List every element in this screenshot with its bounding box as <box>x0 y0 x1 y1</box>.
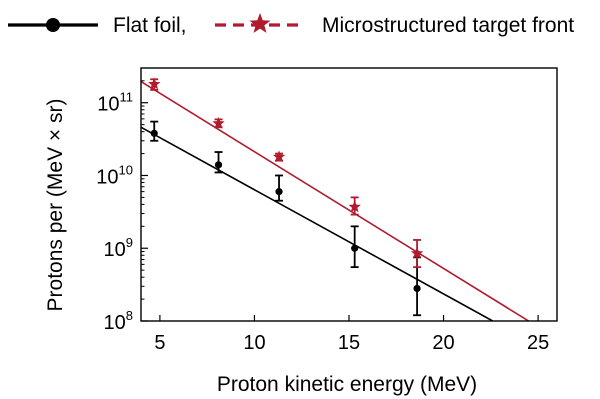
x-tick-label: 25 <box>527 332 549 354</box>
plot-area <box>140 67 558 322</box>
data-point-star <box>410 246 424 259</box>
legend-item-flat-foil: Flat foil, <box>8 14 187 37</box>
y-axis-title: Protons per (MeV × sr) <box>44 99 67 312</box>
data-point-star <box>348 200 361 213</box>
legend-label-microstructured: Microstructured target front <box>322 14 574 37</box>
x-tick-label: 15 <box>338 332 360 354</box>
data-point-star <box>212 116 225 129</box>
y-tick-label: 1011 <box>97 90 133 116</box>
legend-marker-circle <box>46 18 60 32</box>
legend-label-flat-foil: Flat foil, <box>113 14 187 37</box>
legend-item-microstructured: Microstructured target front <box>215 13 574 37</box>
legend: Flat foil, Microstructured target front <box>8 13 574 37</box>
x-tick-label: 10 <box>243 332 265 354</box>
series-2 <box>141 77 530 321</box>
x-axis-title: Proton kinetic energy (MeV) <box>217 373 477 396</box>
plot-frame <box>140 67 558 322</box>
data-point-star <box>272 150 286 163</box>
fit-line-2 <box>141 80 530 321</box>
data-point <box>150 129 158 137</box>
y-tick-label: 108 <box>104 308 133 334</box>
data-point <box>351 244 359 252</box>
data-point <box>275 188 283 196</box>
axis-ticks: 5 10 15 20 25 108 109 1010 1011 <box>96 67 549 354</box>
series-1 <box>141 120 494 321</box>
data-point <box>413 284 421 293</box>
y-tick-label: 109 <box>104 235 133 261</box>
fit-line-1 <box>141 126 494 321</box>
legend-marker-star <box>249 13 271 33</box>
data-point <box>214 161 223 169</box>
x-tick-label: 5 <box>154 332 165 354</box>
y-tick-label: 1010 <box>96 162 133 188</box>
x-tick-label: 20 <box>432 332 454 354</box>
data-point-star <box>148 77 161 90</box>
